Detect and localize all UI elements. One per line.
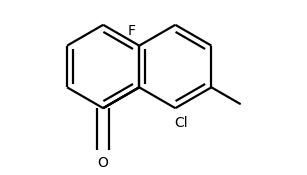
Text: Cl: Cl (174, 116, 188, 130)
Text: O: O (98, 156, 109, 170)
Text: F: F (128, 24, 136, 38)
